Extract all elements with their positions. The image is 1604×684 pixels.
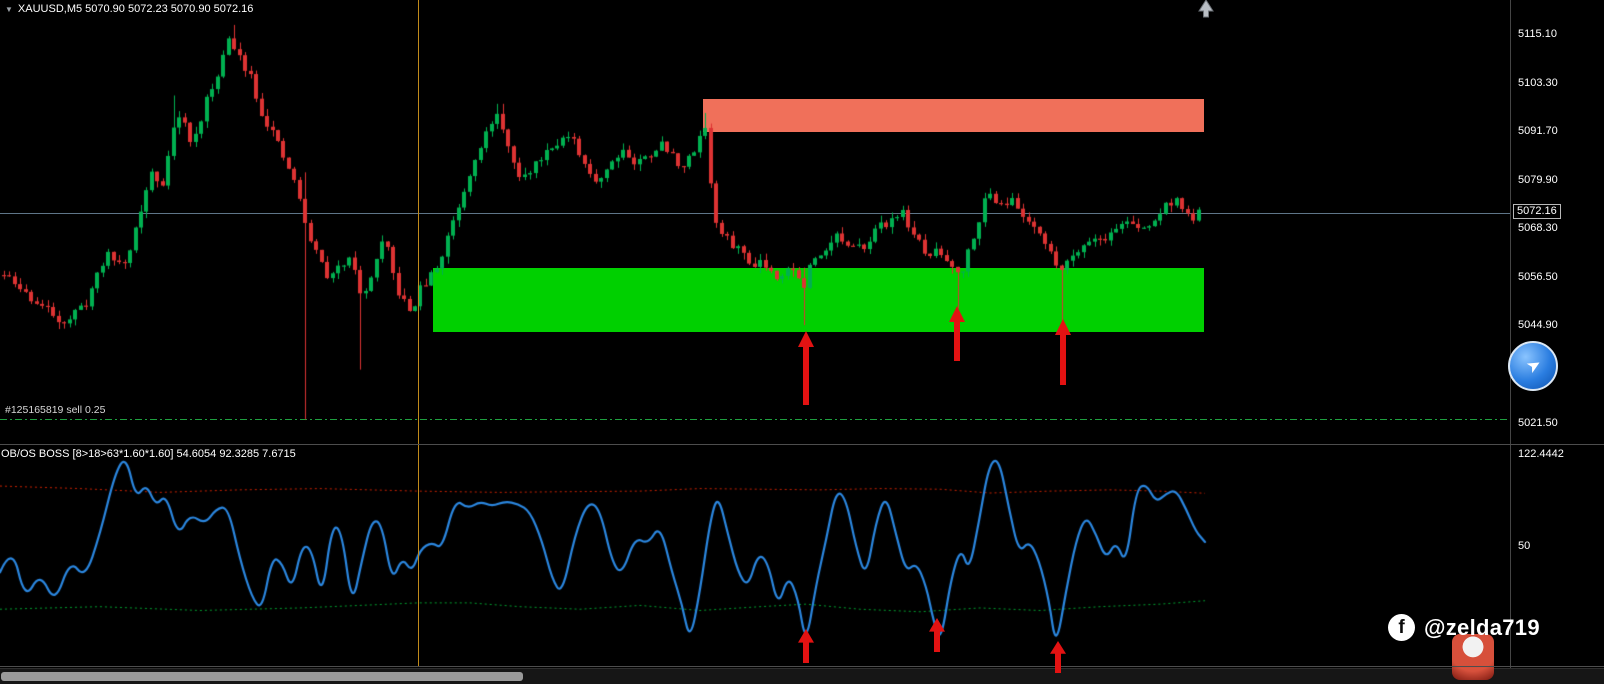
- panel-separator[interactable]: [0, 444, 1604, 445]
- price-axis-label: 5044.90: [1518, 319, 1558, 331]
- price-axis-label: 5115.10: [1518, 28, 1557, 40]
- watermark: f @zelda719: [1388, 614, 1540, 641]
- chart-menu-icon[interactable]: ▼: [5, 4, 13, 14]
- paper-plane-icon: ➤: [1522, 353, 1545, 378]
- buy-signal-arrow[interactable]: [1054, 319, 1072, 387]
- buy-signal-arrow[interactable]: [928, 618, 946, 654]
- symbol-text: XAUUSD,M5 5070.90 5072.23 5070.90 5072.1…: [17, 3, 254, 15]
- price-axis-label: 5068.30: [1518, 222, 1558, 234]
- facebook-icon: f: [1388, 614, 1415, 641]
- mascot-sticker: [1452, 634, 1494, 680]
- panel-separator-bottom: [0, 666, 1604, 667]
- symbol-ohlc-label: ▼ XAUUSD,M5 5070.90 5072.23 5070.90 5072…: [5, 3, 253, 15]
- price-axis-label: 5091.70: [1518, 125, 1558, 137]
- indicator-axis-label: 50: [1518, 540, 1531, 552]
- price-axis-label: 5079.90: [1518, 174, 1558, 186]
- horizontal-scrollbar-track[interactable]: [0, 668, 1604, 684]
- current-price-tag: 5072.16: [1513, 204, 1561, 219]
- open-position-label: #125165819 sell 0.25: [5, 404, 106, 416]
- buy-signal-arrow[interactable]: [948, 306, 966, 363]
- indicator-axis-label: 122.4442: [1518, 448, 1564, 460]
- buy-signal-arrow[interactable]: [797, 629, 815, 665]
- price-axis-label: 5021.50: [1518, 417, 1558, 429]
- floating-action-icon[interactable]: ➤: [1508, 341, 1558, 391]
- indicator-label: OB/OS BOSS [8>18>63*1.60*1.60] 54.6054 9…: [1, 448, 296, 460]
- price-axis-label: 5103.30: [1518, 77, 1558, 89]
- buy-signal-arrow[interactable]: [797, 331, 815, 407]
- buy-signal-arrow[interactable]: [1049, 641, 1067, 675]
- price-axis-label: 5056.50: [1518, 271, 1558, 283]
- vertical-line-object[interactable]: [418, 0, 419, 666]
- watermark-handle: @zelda719: [1424, 614, 1540, 640]
- horizontal-scrollbar-thumb[interactable]: [1, 672, 523, 681]
- mouse-cursor: [1198, 0, 1214, 18]
